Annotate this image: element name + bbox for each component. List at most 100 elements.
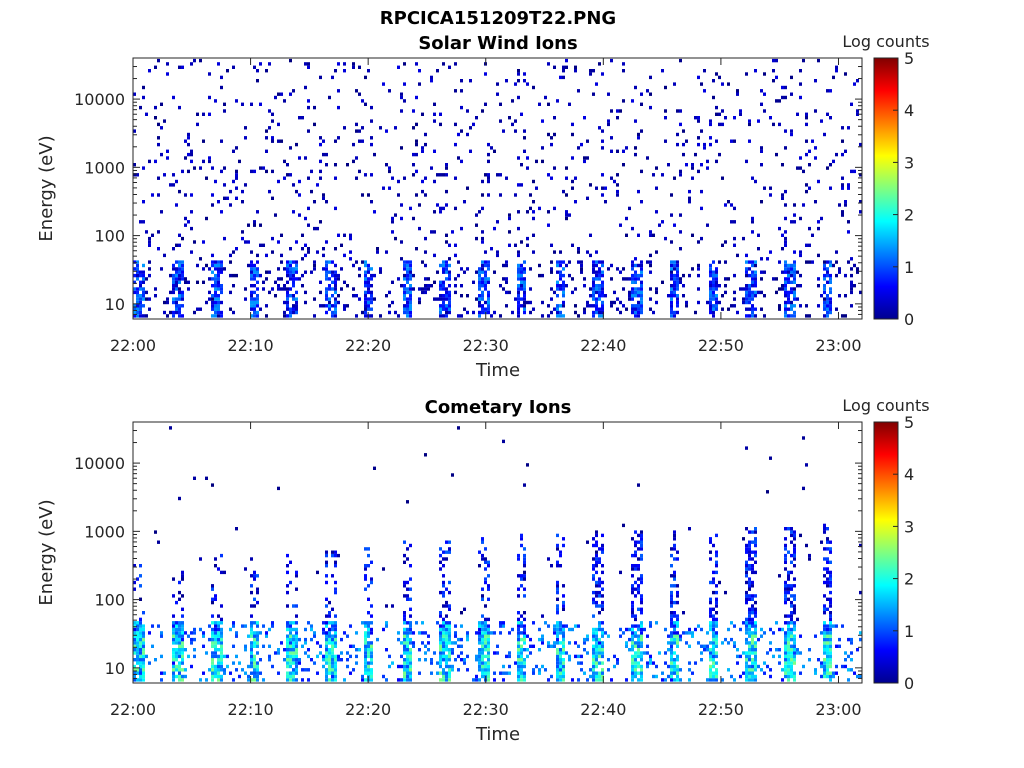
- heatmap-cell: [307, 648, 310, 652]
- heatmap-cell: [562, 658, 565, 662]
- heatmap-cell: [439, 614, 442, 618]
- heatmap-cell: [745, 287, 748, 291]
- heatmap-cell: [736, 661, 739, 665]
- heatmap-cell: [481, 671, 484, 675]
- heatmap-cell: [790, 604, 793, 608]
- heatmap-cell: [592, 260, 595, 264]
- heatmap-cell: [709, 122, 712, 127]
- heatmap-cell: [211, 658, 214, 662]
- heatmap-cell: [631, 641, 634, 645]
- heatmap-cell: [589, 233, 592, 237]
- heatmap-cell: [406, 304, 409, 308]
- heatmap-cell: [412, 152, 415, 157]
- heatmap-cell: [214, 671, 217, 675]
- heatmap-cell: [145, 112, 148, 116]
- heatmap-cell: [499, 102, 502, 106]
- heatmap-cell: [550, 267, 553, 271]
- heatmap-cell: [790, 533, 793, 538]
- heatmap-cell: [373, 466, 376, 470]
- heatmap-cell: [445, 163, 448, 167]
- heatmap-cell: [178, 277, 181, 281]
- heatmap-cell: [256, 637, 259, 642]
- heatmap-cell: [754, 263, 757, 268]
- heatmap-cell: [391, 661, 394, 665]
- heatmap-cell: [601, 550, 604, 554]
- heatmap-cell: [406, 310, 409, 315]
- heatmap-cell: [385, 624, 388, 628]
- heatmap-cell: [631, 600, 634, 605]
- heatmap-cell: [829, 584, 832, 588]
- heatmap-cell: [559, 287, 562, 291]
- heatmap-cell: [256, 574, 259, 578]
- heatmap-cell: [475, 223, 478, 227]
- heatmap-cell: [649, 105, 652, 110]
- heatmap-cell: [493, 671, 496, 675]
- heatmap-cell: [613, 654, 616, 659]
- heatmap-cell: [712, 654, 715, 659]
- heatmap-cell: [520, 674, 523, 679]
- heatmap-cell: [595, 560, 598, 564]
- heatmap-cell: [853, 82, 856, 86]
- heatmap-cell: [439, 654, 442, 659]
- x-tick-label: 22:00: [110, 336, 156, 355]
- heatmap-cell: [289, 287, 292, 291]
- heatmap-cell: [433, 102, 436, 106]
- heatmap-cell: [325, 294, 328, 298]
- heatmap-cell: [598, 674, 601, 679]
- heatmap-cell: [724, 284, 727, 288]
- heatmap-cell: [523, 627, 526, 632]
- heatmap-cell: [631, 678, 634, 682]
- heatmap-cell: [523, 280, 526, 284]
- heatmap-cell: [520, 297, 523, 301]
- heatmap-cell: [211, 260, 214, 264]
- heatmap-cell: [793, 597, 796, 601]
- heatmap-cell: [745, 273, 748, 278]
- heatmap-cell: [136, 678, 139, 682]
- heatmap-cell: [481, 109, 484, 113]
- heatmap-cell: [397, 631, 400, 635]
- heatmap-cell: [367, 631, 370, 635]
- heatmap-cell: [307, 65, 310, 69]
- heatmap-cell: [829, 550, 832, 554]
- heatmap-cell: [418, 658, 421, 662]
- heatmap-cell: [754, 678, 757, 682]
- heatmap-cell: [517, 644, 520, 648]
- heatmap-cell: [661, 671, 664, 675]
- heatmap-cell: [715, 139, 718, 143]
- heatmap-cell: [256, 631, 259, 635]
- heatmap-cell: [751, 597, 754, 601]
- heatmap-cell: [442, 284, 445, 288]
- heatmap-cell: [484, 273, 487, 278]
- heatmap-cell: [454, 89, 457, 93]
- heatmap-cell: [244, 624, 247, 628]
- heatmap-cell: [364, 664, 367, 669]
- heatmap-cell: [595, 644, 598, 648]
- heatmap-cell: [787, 267, 790, 271]
- heatmap-cell: [670, 213, 673, 217]
- heatmap-cell: [409, 297, 412, 301]
- heatmap-cell: [292, 270, 295, 274]
- heatmap-cell: [247, 263, 250, 268]
- heatmap-cell: [793, 263, 796, 268]
- heatmap-cell: [355, 631, 358, 635]
- heatmap-cell: [448, 547, 451, 551]
- heatmap-cell: [745, 267, 748, 271]
- heatmap-cell: [466, 186, 469, 190]
- heatmap-cell: [487, 176, 490, 180]
- heatmap-cell: [481, 557, 484, 561]
- heatmap-cell: [550, 270, 553, 274]
- heatmap-cell: [187, 634, 190, 638]
- heatmap-cell: [742, 236, 745, 241]
- heatmap-cell: [712, 634, 715, 638]
- heatmap-cell: [142, 200, 145, 204]
- heatmap-cell: [175, 310, 178, 315]
- heatmap-cell: [715, 671, 718, 675]
- heatmap-cell: [592, 543, 595, 548]
- heatmap-cell: [715, 634, 718, 638]
- heatmap-cell: [319, 644, 322, 648]
- heatmap-cell: [277, 651, 280, 655]
- heatmap-cell: [745, 72, 748, 76]
- heatmap-cell: [574, 287, 577, 291]
- heatmap-cell: [337, 658, 340, 662]
- heatmap-cell: [760, 89, 763, 93]
